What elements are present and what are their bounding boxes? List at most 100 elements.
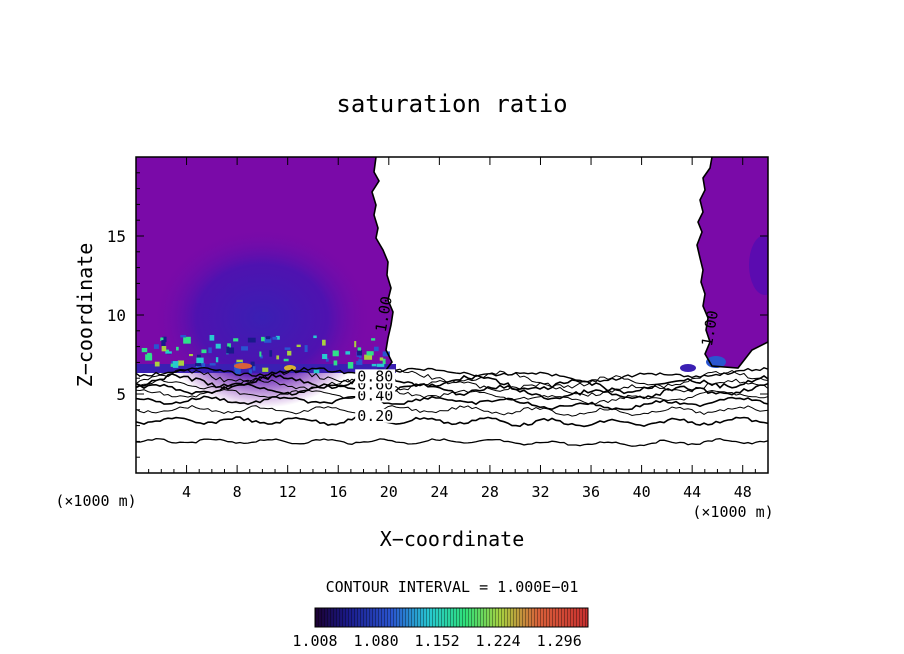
speckle	[141, 347, 148, 353]
speckle	[354, 341, 357, 348]
speckle	[264, 337, 272, 343]
speckle	[165, 351, 172, 354]
speckle	[371, 338, 376, 341]
speckle	[379, 357, 384, 361]
colorbar-tick-label: 1.152	[415, 632, 460, 650]
speckle	[196, 357, 204, 365]
cloud-base-speckles	[141, 335, 390, 375]
colorbar-tick-label: 1.008	[292, 632, 337, 650]
speckle	[325, 358, 329, 362]
x-tick-label: 24	[430, 483, 448, 501]
contour-line	[136, 395, 768, 411]
x-tick-label: 4	[182, 483, 191, 501]
contour-label: 1.00	[372, 295, 396, 334]
speckle	[276, 355, 280, 360]
speckle	[209, 363, 216, 366]
speckle	[296, 344, 301, 348]
y-axis-label: Z−coordinate	[73, 243, 97, 388]
speckle	[259, 351, 262, 357]
hot-spot	[284, 365, 296, 371]
speckle	[357, 349, 363, 356]
speckle	[347, 362, 354, 369]
speckle	[161, 345, 167, 352]
speckle	[359, 355, 362, 359]
speckle	[382, 351, 390, 357]
x-tick-label: 20	[380, 483, 398, 501]
contour-label-bg	[355, 369, 396, 384]
speckle	[177, 360, 185, 366]
speckle	[226, 347, 235, 354]
speckle	[322, 339, 326, 346]
speckle	[366, 351, 374, 356]
contour-line-1-00-left	[371, 157, 394, 371]
speckle	[153, 344, 159, 349]
contour-line	[136, 437, 768, 447]
colorbar-tick-label: 1.296	[537, 632, 582, 650]
contour-label: 0.20	[357, 407, 393, 425]
speckle	[236, 359, 243, 364]
speckle	[201, 349, 207, 354]
colorbar-tick-label: 1.080	[353, 632, 398, 650]
contour-line	[136, 415, 768, 428]
x-unit-label-right: (×1000 m)	[692, 503, 773, 521]
contour-label-bg	[355, 388, 396, 403]
speckle	[304, 345, 308, 353]
speckle	[313, 369, 320, 374]
chart-title: saturation ratio	[336, 90, 567, 118]
x-unit-label-left: (×1000 m)	[55, 492, 136, 510]
speckle	[241, 346, 248, 351]
speckle	[201, 363, 206, 369]
field-layer	[136, 157, 768, 447]
speckle	[374, 346, 379, 352]
speckle	[161, 340, 166, 347]
x-tick-label: 40	[633, 483, 651, 501]
speckle	[345, 351, 351, 355]
speckle	[162, 336, 167, 343]
contour-line-1-00-right	[696, 157, 768, 369]
x-tick-label: 28	[481, 483, 499, 501]
speckle	[250, 361, 255, 369]
contour-labels: 0.200.400.600.801.00 1.00	[355, 295, 722, 425]
supersaturation-core	[152, 228, 372, 408]
contour-interval-label: CONTOUR INTERVAL = 1.000E−01	[326, 578, 579, 596]
speckle	[313, 335, 317, 339]
patch-right-b	[680, 364, 696, 372]
speckle	[287, 350, 292, 356]
speckle	[283, 358, 289, 362]
colorbar-tick-label: 1.224	[476, 632, 521, 650]
y-tick-label: 5	[116, 385, 126, 404]
x-tick-label: 44	[683, 483, 701, 501]
colorbar: 1.008 1.080 1.152 1.224 1.296	[292, 607, 589, 650]
x-tick-label: 16	[329, 483, 347, 501]
contour-line	[136, 373, 768, 395]
hot-spot	[234, 363, 252, 369]
contour-lines	[136, 157, 768, 447]
speckle	[247, 337, 256, 343]
speckle	[227, 343, 231, 350]
speckle	[209, 335, 215, 341]
contour-label-bg	[355, 408, 396, 423]
speckle	[275, 335, 280, 340]
speckle	[371, 363, 377, 367]
speckle	[172, 361, 179, 368]
speckle	[266, 336, 271, 340]
speckle	[284, 347, 291, 350]
speckle	[333, 360, 338, 366]
speckle	[332, 350, 339, 357]
speckle	[147, 352, 152, 358]
speckle	[208, 347, 212, 354]
x-tick-label: 32	[531, 483, 549, 501]
speckle	[196, 354, 201, 358]
contour-line	[136, 388, 768, 405]
speckle	[269, 350, 273, 357]
contour-label: 1.00	[698, 309, 722, 348]
speckle	[322, 353, 328, 360]
speckle	[248, 369, 252, 374]
y-tick-label: 10	[107, 306, 126, 325]
speckle	[272, 336, 278, 340]
speckle	[364, 354, 373, 360]
speckle	[160, 337, 164, 341]
colorbar-stripes	[315, 608, 588, 627]
speckle	[260, 355, 263, 359]
